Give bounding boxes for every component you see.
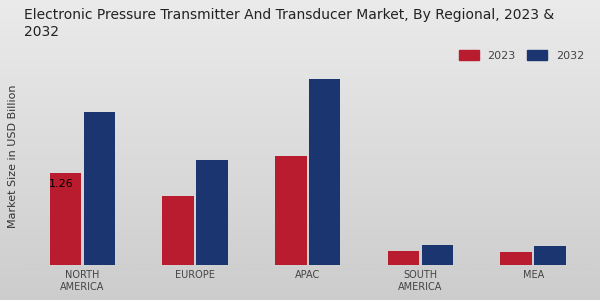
- Text: 1.26: 1.26: [49, 179, 73, 189]
- Bar: [388, 250, 419, 265]
- Bar: [422, 245, 453, 265]
- Bar: [535, 245, 566, 265]
- Bar: [309, 80, 340, 265]
- Bar: [275, 156, 307, 265]
- Bar: [500, 252, 532, 265]
- Text: Electronic Pressure Transmitter And Transducer Market, By Regional, 2023 &
2032: Electronic Pressure Transmitter And Tran…: [24, 8, 554, 38]
- Y-axis label: Market Size in USD Billion: Market Size in USD Billion: [8, 84, 19, 228]
- Legend: 2023, 2032: 2023, 2032: [456, 48, 586, 63]
- Bar: [163, 196, 194, 265]
- Bar: [83, 112, 115, 265]
- Bar: [50, 173, 81, 265]
- Bar: [196, 160, 228, 265]
